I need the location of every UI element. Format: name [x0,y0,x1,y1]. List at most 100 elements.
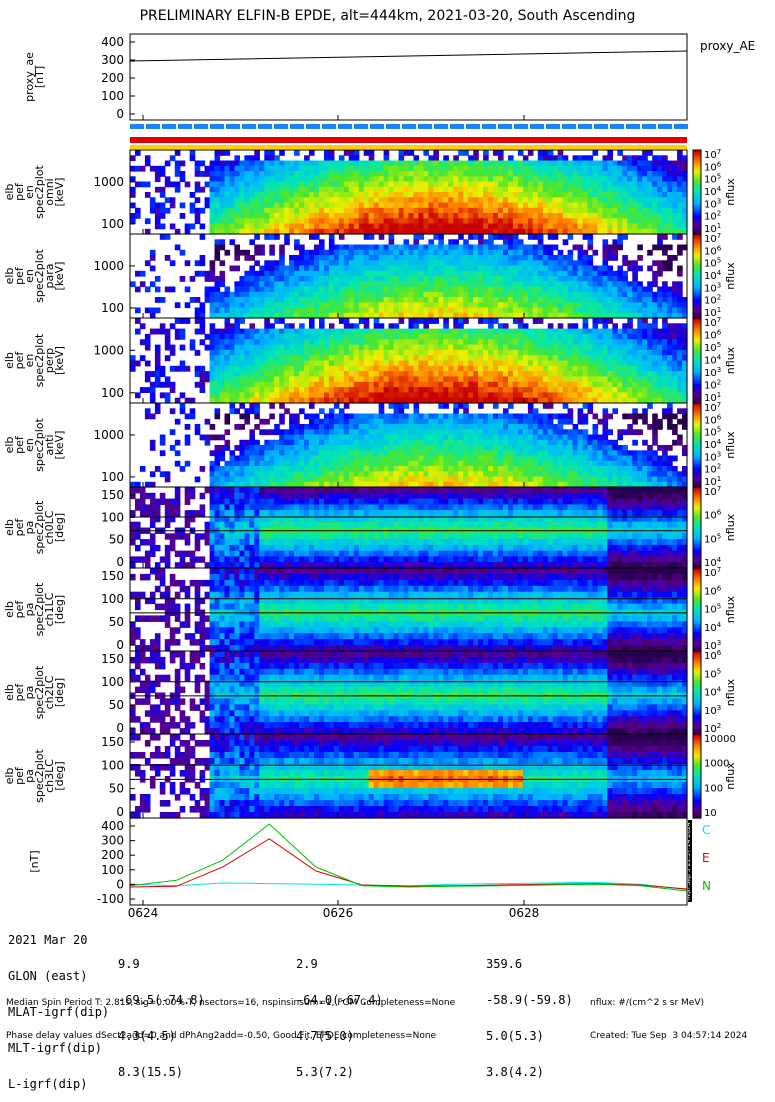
heatmap-cell [558,224,564,230]
heatmap-cell [627,345,633,351]
heatmap-cell [244,281,250,287]
heatmap-cell [384,297,390,303]
heatmap-cell [518,334,524,340]
heatmap-cell [523,224,529,230]
heatmap-cell [304,471,310,477]
heatmap-cell [503,213,509,219]
heatmap-cell [334,245,340,251]
heatmap-cell [558,371,564,377]
heatmap-cell [234,166,240,172]
heatmap-cell [414,350,420,356]
heatmap-cell [518,255,524,261]
heatmap-cell [259,376,265,382]
heatmap-cell [473,203,479,209]
heatmap-cell [230,239,236,245]
heatmap-cell [399,218,405,224]
heatmap-cell [324,419,330,425]
heatmap-cell [538,302,544,308]
heatmap-cell [438,371,444,377]
heatmap-cell [225,308,231,314]
heatmap-cell [279,366,285,372]
heatmap-cell [588,376,594,382]
heatmap-cell [463,271,469,277]
heatmap-cell [230,187,236,193]
heatmap-cell [647,171,653,177]
heatmap-cell [259,334,265,340]
heatmap-cell [324,213,330,219]
heatmap-cell [369,292,375,298]
heatmap-cell [145,345,151,351]
heatmap-cell [339,408,345,414]
heatmap-cell [428,255,434,261]
heatmap-cell [384,281,390,287]
heatmap-cell [215,471,221,477]
heatmap-cell [433,161,439,167]
heatmap-cell [344,361,350,367]
heatmap-cell [289,266,295,272]
heatmap-cell [389,208,395,214]
heatmap-cell [423,161,429,167]
heatmap-cell [364,323,370,329]
heatmap-cell [612,271,618,277]
heatmap-cell [588,329,594,335]
heatmap-cell [423,371,429,377]
heatmap-cell [215,387,221,393]
heatmap-cell [344,318,350,324]
heatmap-cell [364,350,370,356]
heatmap-cell [399,176,405,182]
heatmap-cell [607,150,613,156]
heatmap-cell [603,161,609,167]
heatmap-cell [205,440,211,446]
heatmap-cell [354,161,360,167]
heatmap-cell [568,187,574,193]
heatmap-cell [299,255,305,261]
heatmap-cell [418,245,424,251]
heatmap-cell [394,366,400,372]
heatmap-cell [453,318,459,324]
heatmap-cell [304,297,310,303]
heatmap-cell [513,234,519,240]
heatmap-cell [299,176,305,182]
heatmap-cell [404,208,410,214]
heatmap-cell [662,250,668,256]
heatmap-cell [304,329,310,335]
heatmap-cell [423,281,429,287]
heatmap-cell [667,166,673,172]
heatmap-cell [468,161,474,167]
heatmap-cell [523,345,529,351]
heatmap-cell [568,334,574,340]
heatmap-cell [349,334,355,340]
heatmap-cell [289,435,295,441]
heatmap-cell [264,197,270,203]
heatmap-cell [583,339,589,345]
heatmap-cell [379,161,385,167]
heatmap-cell [384,345,390,351]
heatmap-cell [180,392,186,398]
heatmap-cell [349,255,355,261]
heatmap-cell [195,477,201,483]
heatmap-cell [264,471,270,477]
heatmap-cell [433,334,439,340]
colorbar-tick-label: 105 [704,173,721,186]
heatmap-cell [598,276,604,282]
heatmap-cell [409,361,415,367]
heatmap-cell [443,308,449,314]
heatmap-cell [369,234,375,240]
heatmap-cell [513,376,519,382]
heatmap-cell [349,281,355,287]
heatmap-cell [593,345,599,351]
heatmap-cell [374,287,380,293]
heatmap-cell [205,171,211,177]
heatmap-cell [234,466,240,472]
heatmap-cell [364,213,370,219]
heatmap-cell [433,192,439,198]
heatmap-cell [443,287,449,293]
heatmap-cell [210,218,216,224]
heatmap-cell [622,329,628,335]
heatmap-cell [603,376,609,382]
heatmap-cell [379,171,385,177]
heatmap-cell [329,239,335,245]
heatmap-cell [622,355,628,361]
heatmap-cell [603,339,609,345]
heatmap-cell [170,287,176,293]
